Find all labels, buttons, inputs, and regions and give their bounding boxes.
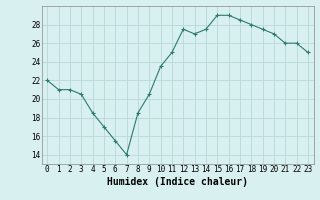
X-axis label: Humidex (Indice chaleur): Humidex (Indice chaleur) xyxy=(107,177,248,187)
